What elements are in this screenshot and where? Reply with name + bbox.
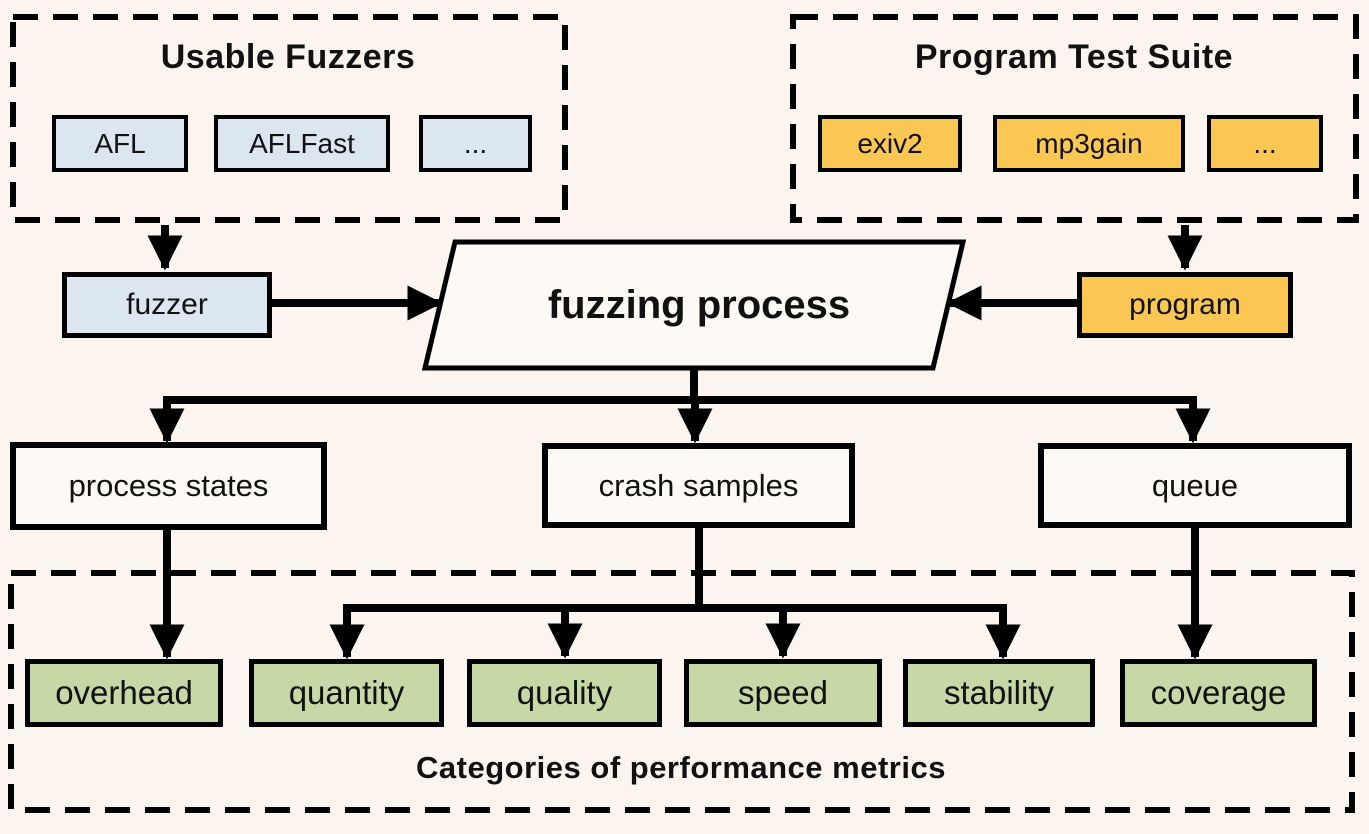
performance-metrics-frame: [8, 570, 1355, 813]
fuzzing-process-label: fuzzing process: [547, 282, 851, 327]
program-test-suite-frame: [790, 14, 1359, 223]
usable-fuzzers-frame: [10, 14, 568, 223]
program-test-suite-title: Program Test Suite: [914, 38, 1234, 76]
queue-node: queue: [1038, 443, 1352, 528]
fuzzer-item-afl: AFL: [52, 115, 188, 172]
metric-quality: quality: [467, 659, 662, 727]
program-item-exiv2: exiv2: [818, 115, 962, 172]
metric-stability: stability: [903, 659, 1095, 727]
process-states-node: process states: [10, 442, 327, 530]
crash-samples-node: crash samples: [542, 443, 855, 528]
metric-quantity: quantity: [249, 659, 444, 727]
program-item-mp3gain: mp3gain: [993, 115, 1185, 172]
usable-fuzzers-title: Usable Fuzzers: [160, 38, 416, 76]
fuzzer-item-ellipsis: ...: [419, 115, 532, 172]
fuzzing-process-shape: [421, 239, 967, 371]
metric-overhead: overhead: [25, 659, 223, 727]
metric-speed: speed: [684, 659, 882, 727]
performance-metrics-title: Categories of performance metrics: [416, 750, 946, 785]
metric-coverage: coverage: [1120, 659, 1317, 727]
program-item-ellipsis: ...: [1207, 115, 1323, 172]
fuzzer-node: fuzzer: [62, 272, 272, 338]
program-node: program: [1077, 272, 1293, 338]
fuzzer-item-aflfast: AFLFast: [214, 115, 390, 172]
